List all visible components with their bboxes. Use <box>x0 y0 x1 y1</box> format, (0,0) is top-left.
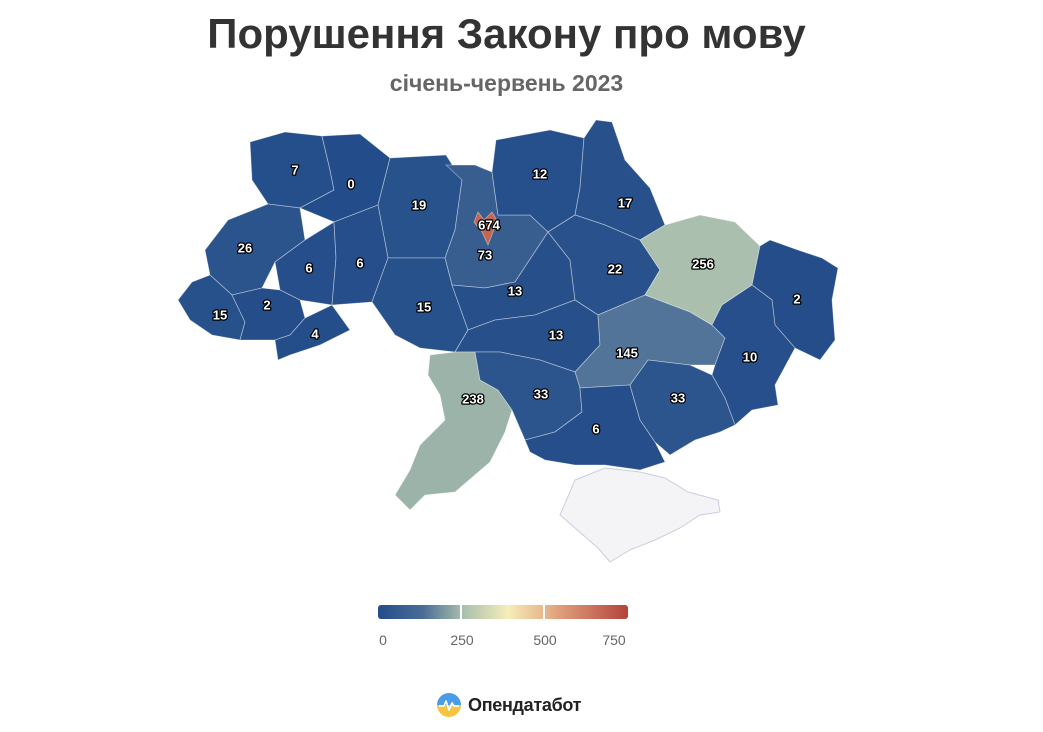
region-zaporizhzhia[interactable] <box>629 359 736 456</box>
color-scale-bar <box>378 605 628 619</box>
region-value-label-lviv: 26 <box>238 240 252 255</box>
region-value-label-kharkiv: 256 <box>692 256 714 271</box>
region-kyiv-city[interactable] <box>473 211 499 247</box>
region-value-label-poltava: 22 <box>608 261 622 276</box>
brand-name: Опендатабот <box>468 694 582 715</box>
region-value-label-khmelnytskyi: 6 <box>356 255 363 270</box>
region-value-label-kherson: 6 <box>592 421 599 436</box>
brand-footer[interactable]: Опендатабот <box>436 692 582 718</box>
color-scale-tick-750: 750 <box>602 632 626 648</box>
region-value-label-vinnytsia: 15 <box>417 299 431 314</box>
region-value-label-zakarpattia: 15 <box>213 307 227 322</box>
opendatabot-logo-icon <box>437 693 461 717</box>
region-value-label-donetsk: 10 <box>743 349 757 364</box>
region-value-label-cherkasy: 13 <box>508 283 522 298</box>
region-value-label-zhytomyr: 19 <box>412 197 426 212</box>
color-scale-tick-250: 250 <box>450 632 474 648</box>
color-scale-tick-500: 500 <box>533 632 557 648</box>
region-value-label-ternopil: 6 <box>305 260 312 275</box>
region-value-label-rivne: 0 <box>347 176 354 191</box>
region-value-label-chernihiv: 12 <box>533 166 547 181</box>
region-chernivtsi[interactable] <box>274 304 351 361</box>
region-donetsk[interactable] <box>711 284 796 426</box>
region-value-label-luhansk: 2 <box>793 291 800 306</box>
color-scale-tick-0: 0 <box>379 632 387 648</box>
region-value-label-chernivtsi: 4 <box>311 326 319 341</box>
region-value-label-dnipropetrovsk: 145 <box>616 345 638 360</box>
color-scale-divider <box>543 605 545 619</box>
region-value-label-kyiv-oblast: 73 <box>478 247 492 262</box>
region-value-label-kyiv-city: 674 <box>478 217 500 232</box>
region-value-label-zaporizhzhia: 33 <box>671 390 685 405</box>
region-value-label-mykolaiv: 33 <box>534 386 548 401</box>
page-subtitle: січень-червень 2023 <box>389 70 624 96</box>
region-kherson[interactable] <box>524 384 666 471</box>
region-value-label-ivano-frankivsk: 2 <box>263 297 270 312</box>
page-title: Порушення Закону про мову <box>207 10 806 57</box>
region-value-label-kirovohrad: 13 <box>549 327 563 342</box>
region-value-label-sumy: 17 <box>618 195 632 210</box>
region-crimea <box>559 467 721 563</box>
region-value-label-volyn: 7 <box>291 162 298 177</box>
region-odesa[interactable] <box>394 351 513 511</box>
region-value-label-odesa: 238 <box>462 391 484 406</box>
color-scale-divider <box>460 605 462 619</box>
